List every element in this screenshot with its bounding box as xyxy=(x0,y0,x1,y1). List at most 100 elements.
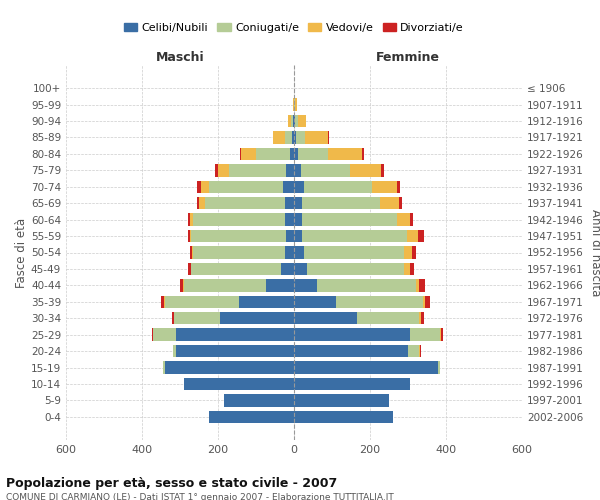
Bar xyxy=(294,345,408,357)
Bar xyxy=(289,115,294,127)
Bar xyxy=(294,180,304,193)
Bar xyxy=(197,180,294,193)
Bar xyxy=(294,214,413,226)
Bar xyxy=(294,410,393,423)
Bar xyxy=(199,197,294,209)
Bar xyxy=(294,345,420,357)
Bar xyxy=(294,214,397,226)
Bar xyxy=(284,214,294,226)
Bar xyxy=(294,345,419,357)
Bar xyxy=(294,394,389,406)
Bar xyxy=(294,328,410,341)
Bar xyxy=(163,362,294,374)
Bar xyxy=(294,263,307,275)
Bar xyxy=(294,164,301,176)
Bar xyxy=(215,164,294,176)
Bar xyxy=(294,345,421,357)
Bar xyxy=(294,214,302,226)
Bar xyxy=(294,148,362,160)
Bar xyxy=(184,378,294,390)
Bar xyxy=(152,328,294,341)
Bar xyxy=(294,312,424,324)
Bar xyxy=(152,328,294,341)
Bar xyxy=(289,115,294,127)
Bar xyxy=(294,263,404,275)
Bar xyxy=(294,164,350,176)
Bar xyxy=(294,362,440,374)
Bar xyxy=(201,180,294,193)
Bar xyxy=(283,180,294,193)
Bar xyxy=(176,345,294,357)
Bar xyxy=(294,362,440,374)
Bar xyxy=(294,279,317,291)
Bar xyxy=(240,148,294,160)
Bar xyxy=(184,279,294,291)
Bar xyxy=(294,362,439,374)
Bar xyxy=(284,197,294,209)
Bar xyxy=(294,279,425,291)
Bar xyxy=(294,394,389,406)
Bar xyxy=(165,362,294,374)
Bar xyxy=(191,263,294,275)
Bar xyxy=(224,394,294,406)
Bar xyxy=(188,230,294,242)
Bar xyxy=(294,246,304,258)
Bar xyxy=(294,115,298,127)
Bar xyxy=(209,410,294,423)
Bar xyxy=(163,362,294,374)
Bar xyxy=(294,98,295,111)
Legend: Celibi/Nubili, Coniugati/e, Vedovi/e, Divorziati/e: Celibi/Nubili, Coniugati/e, Vedovi/e, Di… xyxy=(119,18,469,37)
Bar xyxy=(190,230,294,242)
Bar xyxy=(294,263,410,275)
Bar xyxy=(294,296,423,308)
Bar xyxy=(294,197,398,209)
Bar xyxy=(294,328,443,341)
Bar xyxy=(294,394,389,406)
Bar xyxy=(294,180,400,193)
Bar xyxy=(224,394,294,406)
Bar xyxy=(294,132,328,143)
Bar xyxy=(165,296,294,308)
Bar xyxy=(209,180,294,193)
Bar xyxy=(292,115,294,127)
Bar xyxy=(294,230,302,242)
Bar xyxy=(294,410,393,423)
Bar xyxy=(265,279,294,291)
Bar xyxy=(294,214,410,226)
Bar xyxy=(284,246,294,258)
Bar xyxy=(294,180,397,193)
Bar xyxy=(294,296,336,308)
Bar xyxy=(294,328,441,341)
Bar xyxy=(294,312,419,324)
Bar xyxy=(294,394,389,406)
Bar xyxy=(294,230,407,242)
Bar xyxy=(294,197,380,209)
Bar xyxy=(188,263,294,275)
Bar xyxy=(224,394,294,406)
Bar xyxy=(193,214,294,226)
Bar xyxy=(294,362,440,374)
Bar xyxy=(293,115,294,127)
Bar xyxy=(281,263,294,275)
Bar xyxy=(188,214,294,226)
Bar xyxy=(209,410,294,423)
Bar xyxy=(294,263,414,275)
Bar xyxy=(184,378,294,390)
Bar xyxy=(294,197,401,209)
Bar xyxy=(294,132,296,143)
Bar xyxy=(191,263,294,275)
Bar xyxy=(293,98,294,111)
Bar xyxy=(273,132,294,143)
Bar xyxy=(220,312,294,324)
Bar xyxy=(294,296,430,308)
Text: COMUNE DI CARMIANO (LE) - Dati ISTAT 1° gennaio 2007 - Elaborazione TUTTITALIA.I: COMUNE DI CARMIANO (LE) - Dati ISTAT 1° … xyxy=(6,492,394,500)
Bar xyxy=(294,148,328,160)
Bar xyxy=(197,197,294,209)
Bar xyxy=(294,328,440,341)
Bar xyxy=(286,164,294,176)
Bar xyxy=(192,246,294,258)
Bar xyxy=(239,296,294,308)
Bar xyxy=(294,378,410,390)
Bar xyxy=(183,279,294,291)
Bar xyxy=(290,148,294,160)
